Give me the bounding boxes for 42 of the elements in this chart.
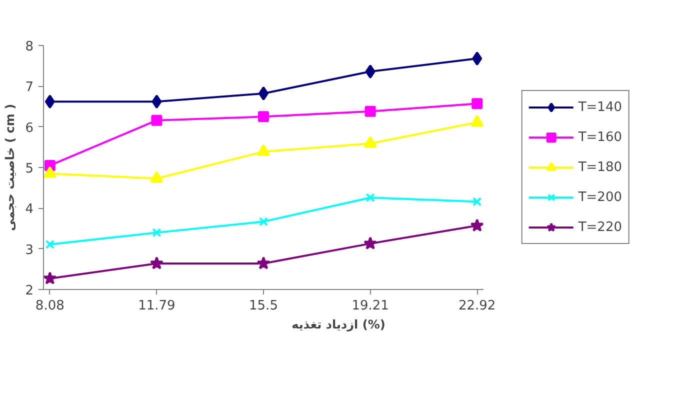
point bbox=[150, 256, 164, 270]
y-tick-label: 3 bbox=[25, 242, 34, 258]
x-tick-label: 19.21 bbox=[352, 298, 389, 314]
point bbox=[256, 256, 270, 270]
point bbox=[472, 197, 482, 206]
y-tick-label: 8 bbox=[25, 40, 34, 54]
y-tick-label: 5 bbox=[25, 162, 34, 176]
point bbox=[45, 240, 54, 249]
y-tick-label: 6 bbox=[25, 120, 34, 136]
point bbox=[150, 171, 164, 183]
point bbox=[470, 115, 484, 127]
point bbox=[152, 94, 162, 109]
point bbox=[258, 217, 268, 226]
legend-label: T=140 bbox=[578, 100, 622, 114]
y-axis-title: خاصیت حجمی ( cm ) bbox=[3, 104, 18, 232]
x-tick-label: 22.92 bbox=[458, 298, 496, 314]
x-tick-label: 8.08 bbox=[35, 298, 64, 314]
point bbox=[364, 106, 376, 117]
point bbox=[472, 52, 482, 66]
point bbox=[257, 144, 270, 156]
point bbox=[366, 193, 375, 202]
point bbox=[151, 114, 162, 126]
legend-label: T=220 bbox=[578, 220, 622, 234]
point bbox=[364, 236, 377, 250]
x-tick-label: 15.5 bbox=[249, 298, 278, 314]
point bbox=[365, 64, 376, 79]
point bbox=[44, 94, 55, 109]
point bbox=[44, 272, 57, 284]
point bbox=[152, 228, 162, 238]
y-tick-label: 2 bbox=[25, 284, 34, 298]
y-tick-label: 4 bbox=[25, 202, 34, 218]
legend-label: T=200 bbox=[578, 190, 622, 204]
point bbox=[470, 218, 484, 232]
x-axis-title: ازدیاد تغذیه (%) bbox=[292, 318, 386, 332]
x-tick-label: 11.79 bbox=[138, 298, 176, 314]
point bbox=[44, 166, 56, 178]
legend-label: T=160 bbox=[578, 130, 622, 144]
legend-label: T=180 bbox=[578, 160, 622, 174]
y-tick-label: 7 bbox=[25, 80, 34, 96]
point bbox=[258, 111, 269, 122]
point bbox=[364, 136, 377, 148]
point bbox=[472, 98, 483, 110]
